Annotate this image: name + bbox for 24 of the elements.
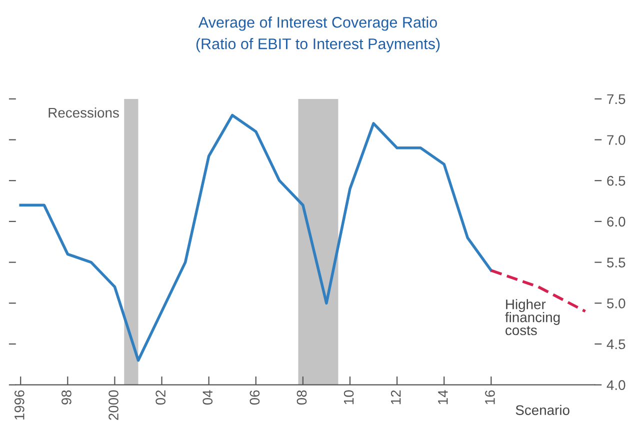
y-tick-label: 6.5 [607, 176, 626, 186]
band-label: Recessions [48, 107, 119, 118]
y-tick-label: 4.0 [606, 380, 626, 390]
x-tick-label: 10 [344, 390, 354, 404]
chart-subtitle: (Ratio of EBIT to Interest Payments) [196, 38, 440, 52]
y-tick-label: 4.5 [606, 339, 626, 350]
x-tick-label: 06 [250, 390, 260, 405]
text: Scenario [516, 404, 570, 416]
x-tick-label: 2000 [108, 390, 118, 420]
chart-title: Average of Interest Coverage Ratio [198, 16, 437, 31]
x-tick-label: 08 [296, 390, 307, 405]
y-tick-label: 7.0 [607, 135, 626, 145]
x-tick-label: 14 [438, 390, 448, 404]
y-tick-label: 5.0 [607, 298, 626, 308]
y-tick-label: 5.5 [607, 258, 626, 268]
x-tick-label: 12 [390, 390, 401, 404]
x-tick-label: 16 [485, 390, 495, 404]
y-tick-label: 7.5 [607, 94, 626, 104]
x-tick-label: 02 [156, 390, 166, 405]
y-tick-label: 6.0 [607, 216, 626, 227]
x-tick-label: 1996 [14, 390, 24, 420]
x-tick-label: 98 [62, 390, 72, 405]
x-tick-label: 04 [202, 390, 213, 405]
annotation: Higher financing costs [505, 299, 560, 336]
